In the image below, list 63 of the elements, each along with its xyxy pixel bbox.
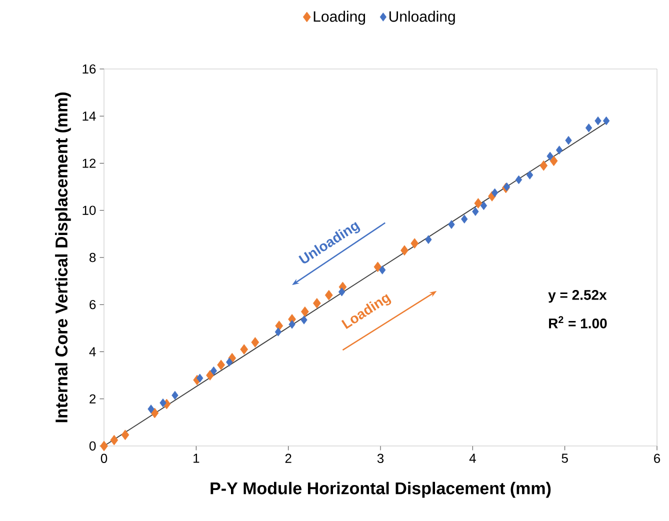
x-tick-label: 5 [562, 454, 568, 463]
point [556, 146, 563, 154]
point [240, 344, 248, 355]
point [206, 370, 214, 380]
point [172, 390, 178, 400]
point [540, 160, 548, 171]
point [300, 306, 309, 317]
y-tick-label: 14 [82, 112, 96, 121]
x-tick-label: 0 [100, 454, 108, 463]
point [565, 136, 572, 145]
point [378, 266, 386, 274]
x-tick-label: 1 [194, 454, 200, 463]
point [602, 116, 610, 126]
point [150, 408, 159, 418]
point [251, 337, 260, 348]
x-tick-label: 6 [654, 454, 660, 463]
point [585, 123, 592, 132]
point [300, 316, 308, 324]
annotation: y = 2.52x [548, 290, 607, 303]
annotation: R$^{2}$ = 1.00 [549, 316, 607, 328]
point [312, 298, 321, 308]
point [546, 152, 554, 161]
point [148, 404, 154, 414]
y-tick-label: 12 [82, 158, 96, 168]
point [210, 366, 218, 376]
x-axis-title: P-Y Module Horizontal Displacement (mm) [210, 482, 551, 498]
y-tick-label: 2 [90, 394, 96, 404]
x-tick-label: 2 [285, 454, 292, 463]
legend-label: Loading [314, 10, 366, 25]
y-tick-label: 16 [82, 64, 96, 74]
point [491, 188, 498, 198]
point [110, 434, 118, 446]
point [461, 214, 468, 224]
point [550, 156, 558, 166]
point [400, 245, 408, 256]
point [274, 328, 282, 336]
point [196, 374, 204, 383]
point [100, 440, 108, 452]
point [594, 116, 602, 126]
legend-label: Unloading [389, 10, 455, 25]
point [474, 198, 482, 208]
point [425, 235, 432, 244]
point [472, 207, 479, 216]
point [480, 201, 488, 210]
point [410, 238, 419, 249]
point [515, 175, 522, 184]
point [448, 220, 455, 229]
y-tick-label: 10 [82, 206, 96, 215]
point [374, 262, 382, 272]
x-tick-label: 3 [377, 454, 384, 463]
y-tick-label: 4 [89, 347, 96, 356]
y-tick-label: 0 [89, 441, 96, 451]
point [226, 358, 233, 366]
point [526, 170, 534, 180]
point [217, 360, 226, 370]
y-tick-label: 6 [90, 300, 96, 310]
x-tick-label: 4 [469, 454, 476, 463]
y-axis-title: Internal Core Vertical Displacement (mm) [55, 92, 71, 422]
point [160, 398, 166, 408]
point [288, 320, 296, 329]
y-tick-label: 8 [90, 252, 96, 262]
point [121, 430, 130, 440]
point [324, 290, 333, 300]
